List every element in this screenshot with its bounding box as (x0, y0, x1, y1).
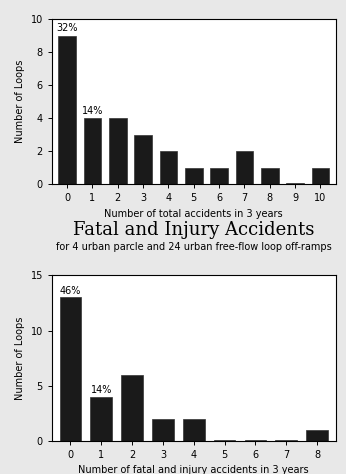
Bar (214, 440, 235, 441)
Text: 46%: 46% (60, 286, 81, 296)
Bar (236, 151, 253, 184)
Bar (121, 374, 143, 441)
Title: for 4 urban parcle and 24 urban free-flow loop off-ramps: for 4 urban parcle and 24 urban free-flo… (56, 242, 331, 252)
Text: 32%: 32% (56, 23, 78, 33)
Bar (261, 168, 279, 184)
X-axis label: Number of fatal and injury accidents in 3 years: Number of fatal and injury accidents in … (79, 465, 309, 474)
Text: 14%: 14% (82, 106, 103, 116)
Y-axis label: Number of Loops: Number of Loops (15, 317, 25, 400)
Bar (134, 135, 152, 184)
Bar (306, 430, 328, 441)
Bar (286, 183, 304, 184)
Bar (185, 168, 203, 184)
Bar (183, 419, 204, 441)
X-axis label: Number of total accidents in 3 years: Number of total accidents in 3 years (104, 209, 283, 219)
Bar (275, 440, 297, 441)
Bar (60, 298, 81, 441)
Bar (160, 151, 177, 184)
Bar (58, 36, 76, 184)
Text: Fatal and Injury Accidents: Fatal and Injury Accidents (73, 221, 315, 239)
Bar (152, 419, 174, 441)
Bar (109, 118, 127, 184)
Bar (84, 118, 101, 184)
Text: 14%: 14% (91, 385, 112, 395)
Y-axis label: Number of Loops: Number of Loops (15, 60, 25, 143)
Bar (311, 168, 329, 184)
Bar (245, 440, 266, 441)
Bar (90, 397, 112, 441)
Bar (210, 168, 228, 184)
